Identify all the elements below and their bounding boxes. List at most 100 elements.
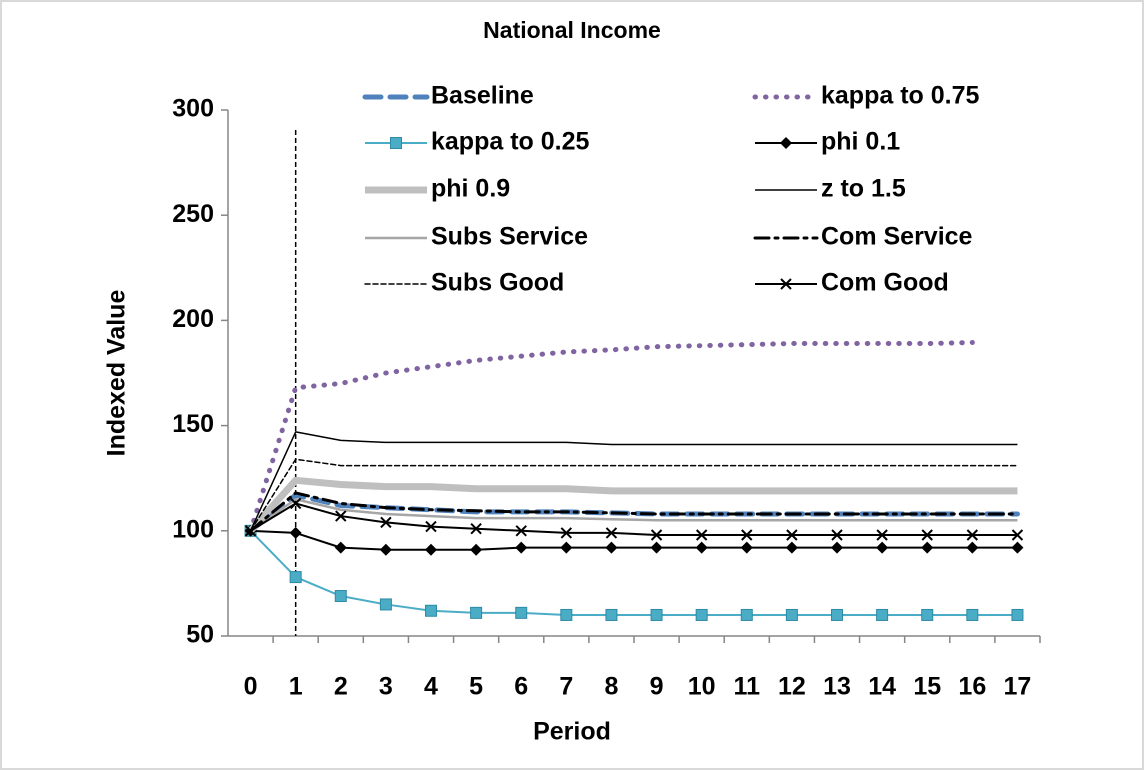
y-tick-label: 150 <box>172 410 214 438</box>
data-point <box>966 608 979 621</box>
x-tick-label: 1 <box>289 673 303 701</box>
legend-marker <box>390 137 402 149</box>
legend-label: phi 0.9 <box>431 175 510 203</box>
x-tick-label: 2 <box>334 673 348 701</box>
series-line <box>250 529 1018 551</box>
data-point <box>876 529 888 541</box>
data-point <box>876 541 889 554</box>
data-point <box>741 529 753 541</box>
data-point <box>425 543 437 556</box>
data-point <box>470 543 483 556</box>
x-tick-label: 15 <box>913 673 941 701</box>
data-point <box>289 571 302 584</box>
data-point <box>695 608 708 621</box>
series-line <box>249 491 1019 533</box>
series-line <box>248 492 1020 534</box>
legend-label: Baseline <box>431 82 534 110</box>
data-point <box>1011 529 1024 541</box>
y-tick-label: 300 <box>172 95 214 123</box>
x-axis-label: Period <box>533 718 611 746</box>
legend-label: Com Service <box>821 223 973 251</box>
data-point <box>515 541 528 554</box>
x-tick-label: 7 <box>559 673 573 701</box>
x-tick-label: 13 <box>823 673 851 701</box>
data-point <box>560 527 573 539</box>
data-point <box>515 525 527 537</box>
data-point <box>560 608 573 621</box>
data-point <box>605 527 618 539</box>
data-point <box>334 590 347 603</box>
data-point <box>966 529 979 541</box>
series-line <box>249 530 1018 616</box>
series-line <box>249 497 1018 532</box>
series-line <box>250 502 1018 537</box>
data-point <box>921 608 934 621</box>
data-point <box>831 608 843 621</box>
data-point <box>831 529 843 541</box>
data-point <box>380 516 392 529</box>
data-point <box>379 598 392 611</box>
data-point <box>695 529 708 541</box>
legend-label: Subs Service <box>431 223 588 251</box>
legend-label: kappa to 0.25 <box>431 128 589 156</box>
x-tick-label: 11 <box>734 673 761 701</box>
data-point <box>876 608 889 621</box>
data-point <box>650 541 663 554</box>
data-point <box>1011 608 1024 621</box>
data-point <box>425 604 437 617</box>
data-point <box>425 520 437 533</box>
data-point <box>605 541 618 554</box>
legend-marker <box>780 137 792 149</box>
x-tick-label: 10 <box>688 673 716 701</box>
data-point <box>921 541 934 554</box>
x-tick-label: 17 <box>1004 673 1032 701</box>
data-point <box>244 525 257 537</box>
data-point <box>785 608 798 621</box>
data-point <box>740 608 753 621</box>
legend-label: kappa to 0.75 <box>821 82 979 110</box>
x-tick-label: 14 <box>868 673 896 701</box>
data-point <box>650 608 663 621</box>
y-tick-label: 200 <box>172 305 214 333</box>
data-point <box>515 606 528 619</box>
data-point <box>289 497 302 510</box>
data-point <box>695 541 708 554</box>
series-line <box>249 431 1018 532</box>
data-point <box>289 526 302 539</box>
legend-label: Com Good <box>821 269 949 297</box>
x-tick-label: 3 <box>379 673 393 701</box>
chart-title: National Income <box>483 17 661 43</box>
x-tick-label: 16 <box>958 673 986 701</box>
data-point <box>379 543 392 556</box>
data-point <box>785 541 798 554</box>
y-axis-label: Indexed Value <box>103 290 131 457</box>
x-tick-label: 9 <box>650 673 664 701</box>
data-point <box>470 522 482 535</box>
legend-label: z to 1.5 <box>821 175 906 203</box>
x-tick-label: 4 <box>424 673 438 701</box>
y-tick-label: 50 <box>186 621 214 649</box>
x-tick-label: 8 <box>604 673 618 701</box>
data-point <box>831 541 843 554</box>
data-point <box>966 541 979 554</box>
data-point <box>560 541 573 554</box>
x-tick-label: 5 <box>469 673 483 701</box>
series-line <box>247 476 1018 534</box>
x-tick-label: 12 <box>778 673 806 701</box>
data-point <box>470 606 483 619</box>
legend-marker <box>780 278 792 290</box>
data-point <box>921 529 933 541</box>
y-tick-label: 100 <box>172 515 214 543</box>
data-point <box>740 541 753 554</box>
series-line <box>249 458 1019 532</box>
x-tick-label: 0 <box>244 673 258 701</box>
x-tick-label: 6 <box>514 673 528 701</box>
legend-label: Subs Good <box>431 269 564 297</box>
y-tick-label: 250 <box>172 200 214 228</box>
data-point <box>1011 541 1024 554</box>
legend-label: phi 0.1 <box>821 128 900 156</box>
data-point <box>334 541 347 554</box>
data-point <box>650 529 663 541</box>
